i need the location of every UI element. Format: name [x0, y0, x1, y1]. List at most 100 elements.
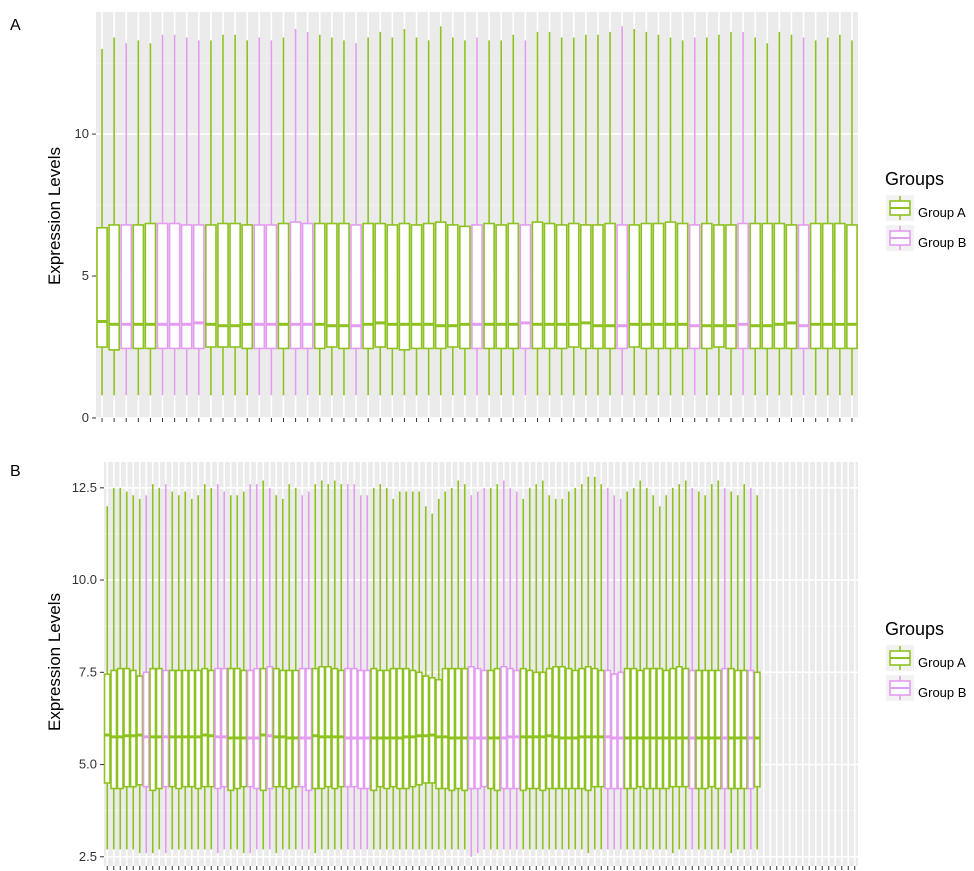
box-55	[749, 37, 762, 396]
box-56	[461, 484, 469, 850]
box-iqr	[519, 667, 527, 792]
box-43	[376, 484, 384, 850]
box-iqr	[753, 671, 761, 788]
box-61	[493, 484, 501, 850]
box-iqr	[617, 671, 625, 790]
box-41	[363, 495, 371, 850]
box-14	[253, 37, 266, 396]
box-86	[656, 506, 664, 850]
box-iqr	[584, 665, 592, 792]
box-58	[474, 491, 482, 854]
box-iqr	[785, 224, 798, 350]
box-iqr	[129, 669, 137, 788]
plot-background-b	[104, 462, 858, 866]
box-16	[277, 37, 290, 396]
box-iqr	[846, 224, 858, 350]
box-iqr	[662, 669, 670, 790]
box-19	[220, 491, 228, 850]
box-iqr	[708, 669, 716, 788]
box-iqr	[435, 678, 443, 790]
panel-letter-a: A	[10, 17, 21, 34]
box-iqr	[727, 667, 735, 790]
box-8	[180, 37, 193, 396]
box-iqr	[142, 671, 150, 788]
box-iqr	[103, 673, 111, 784]
box-9	[155, 487, 163, 850]
box-97	[727, 491, 735, 854]
box-iqr	[493, 667, 501, 792]
box-21	[233, 495, 241, 850]
legend-title-a: Groups	[885, 169, 944, 189]
box-iqr	[526, 669, 534, 790]
box-iqr	[362, 222, 375, 350]
box-98	[734, 495, 742, 850]
box-32	[305, 491, 313, 850]
y-tick-label: 7.5	[79, 664, 97, 679]
box-iqr	[480, 669, 488, 788]
box-83	[636, 480, 644, 850]
box-26	[266, 487, 274, 850]
box-iqr	[591, 667, 599, 788]
box-44	[383, 487, 391, 850]
box-27	[410, 37, 423, 396]
box-iqr	[168, 222, 181, 350]
box-iqr	[446, 224, 459, 348]
box-21	[338, 40, 350, 396]
box-iqr	[108, 224, 121, 351]
box-iqr	[149, 667, 157, 792]
box-iqr	[386, 224, 399, 350]
box-iqr	[459, 225, 471, 350]
box-61	[821, 37, 834, 396]
box-iqr	[761, 222, 774, 350]
box-iqr	[188, 669, 196, 788]
box-27	[272, 495, 280, 854]
box-3	[116, 487, 124, 850]
box-iqr	[96, 226, 108, 348]
box-23	[246, 484, 254, 854]
box-59	[480, 487, 488, 850]
box-iqr	[628, 224, 641, 348]
box-iqr	[749, 222, 762, 350]
box-28	[422, 40, 435, 396]
box-32	[471, 37, 483, 396]
box-iqr	[552, 665, 560, 790]
box-24	[374, 31, 387, 396]
box-5	[129, 495, 137, 850]
box-iqr	[507, 222, 520, 350]
legend-title-b: Groups	[885, 619, 944, 639]
box-iqr	[205, 224, 217, 348]
box-iqr	[652, 222, 665, 350]
box-19	[313, 34, 326, 396]
box-iqr	[181, 669, 189, 788]
box-1	[103, 506, 111, 850]
box-iqr	[207, 669, 215, 788]
box-iqr	[331, 667, 339, 790]
box-iqr	[643, 667, 651, 790]
box-iqr	[279, 669, 287, 788]
box-33	[483, 40, 495, 396]
box-iqr	[201, 667, 209, 788]
legend-key-group-b-b	[886, 675, 914, 701]
box-iqr	[398, 222, 411, 351]
box-iqr	[543, 222, 556, 350]
box-iqr	[740, 669, 748, 790]
box-iqr	[682, 667, 690, 788]
box-iqr	[144, 222, 157, 350]
box-42	[592, 34, 604, 396]
box-iqr	[555, 224, 568, 350]
box-iqr	[132, 224, 145, 350]
box-49	[676, 40, 689, 396]
box-25	[386, 37, 399, 396]
box-69	[545, 495, 553, 850]
box-iqr	[192, 224, 205, 350]
box-iqr	[422, 675, 430, 784]
box-54	[737, 31, 749, 396]
box-iqr	[701, 669, 709, 790]
box-iqr	[565, 667, 573, 790]
y-tick-label: 5.0	[79, 757, 97, 772]
box-38	[344, 484, 352, 850]
y-tick-label: 0	[82, 410, 89, 425]
box-iqr	[821, 222, 834, 350]
box-iqr	[285, 669, 293, 790]
box-40	[357, 495, 365, 850]
